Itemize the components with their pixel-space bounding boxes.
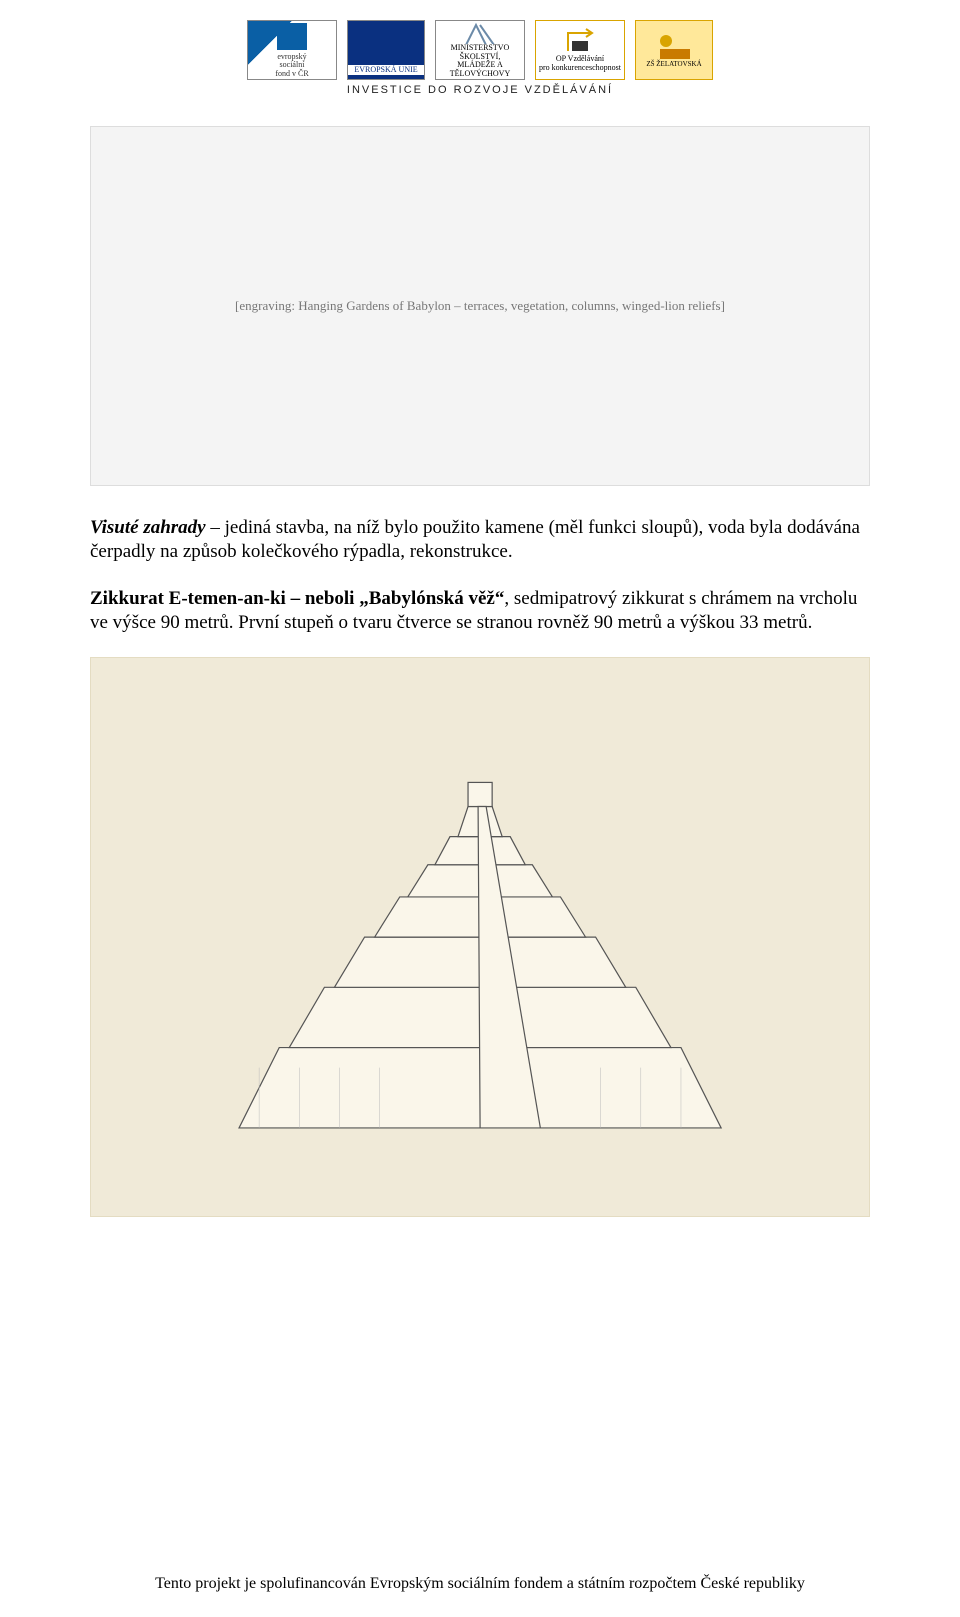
msmt-icon bbox=[462, 21, 498, 44]
term-babylon-tower: „Babylónská věž“ bbox=[359, 588, 504, 609]
eu-label: EVROPSKÁ UNIE bbox=[348, 65, 424, 76]
page-root: evropský sociální fond v ČR EVROPSKÁ UNI… bbox=[0, 0, 960, 1617]
header-tagline: INVESTICE DO ROZVOJE VZDĚLÁVÁNÍ bbox=[90, 84, 870, 96]
school-sun-icon bbox=[654, 31, 694, 61]
logo-esf: evropský sociální fond v ČR bbox=[247, 20, 337, 80]
esf-line: fond v ČR bbox=[275, 70, 308, 78]
eu-stars-icon bbox=[277, 23, 307, 50]
illustration-alt: [engraving: Hanging Gardens of Babylon –… bbox=[235, 298, 725, 314]
msmt-line: MINISTERSTVO ŠKOLSTVÍ, bbox=[436, 44, 524, 62]
footer-text: Tento projekt je spolufinancován Evropsk… bbox=[0, 1575, 960, 1593]
text: – jediná stavba, na níž bylo použito kam… bbox=[90, 517, 860, 562]
msmt-line: MLÁDEŽE A TĚLOVÝCHOVY bbox=[436, 61, 524, 79]
ziggurat-drawing-icon bbox=[130, 686, 830, 1188]
logo-op: OP Vzdělávání pro konkurenceschopnost bbox=[535, 20, 625, 80]
eu-flag-icon bbox=[348, 25, 418, 65]
logo-eu: EVROPSKÁ UNIE bbox=[347, 20, 425, 80]
school-label: ZŠ ŽELATOVSKÁ bbox=[646, 61, 701, 69]
illustration-hanging-gardens: [engraving: Hanging Gardens of Babylon –… bbox=[90, 126, 870, 486]
op-line: pro konkurenceschopnost bbox=[539, 64, 621, 73]
illustration-ziggurat bbox=[90, 657, 870, 1217]
op-arrow-icon bbox=[562, 27, 598, 55]
logo-msmt: MINISTERSTVO ŠKOLSTVÍ, MLÁDEŽE A TĚLOVÝC… bbox=[435, 20, 525, 80]
paragraph-visute-zahrady: Visuté zahrady – jediná stavba, na níž b… bbox=[90, 516, 870, 565]
header-logo-strip: evropský sociální fond v ČR EVROPSKÁ UNI… bbox=[90, 20, 870, 80]
term-visute-zahrady: Visuté zahrady bbox=[90, 517, 206, 538]
logo-school: ZŠ ŽELATOVSKÁ bbox=[635, 20, 713, 80]
paragraph-zikkurat: Zikkurat E-temen-an-ki – neboli „Babylón… bbox=[90, 587, 870, 636]
term-zikkurat: Zikkurat E-temen-an-ki – neboli bbox=[90, 588, 359, 609]
